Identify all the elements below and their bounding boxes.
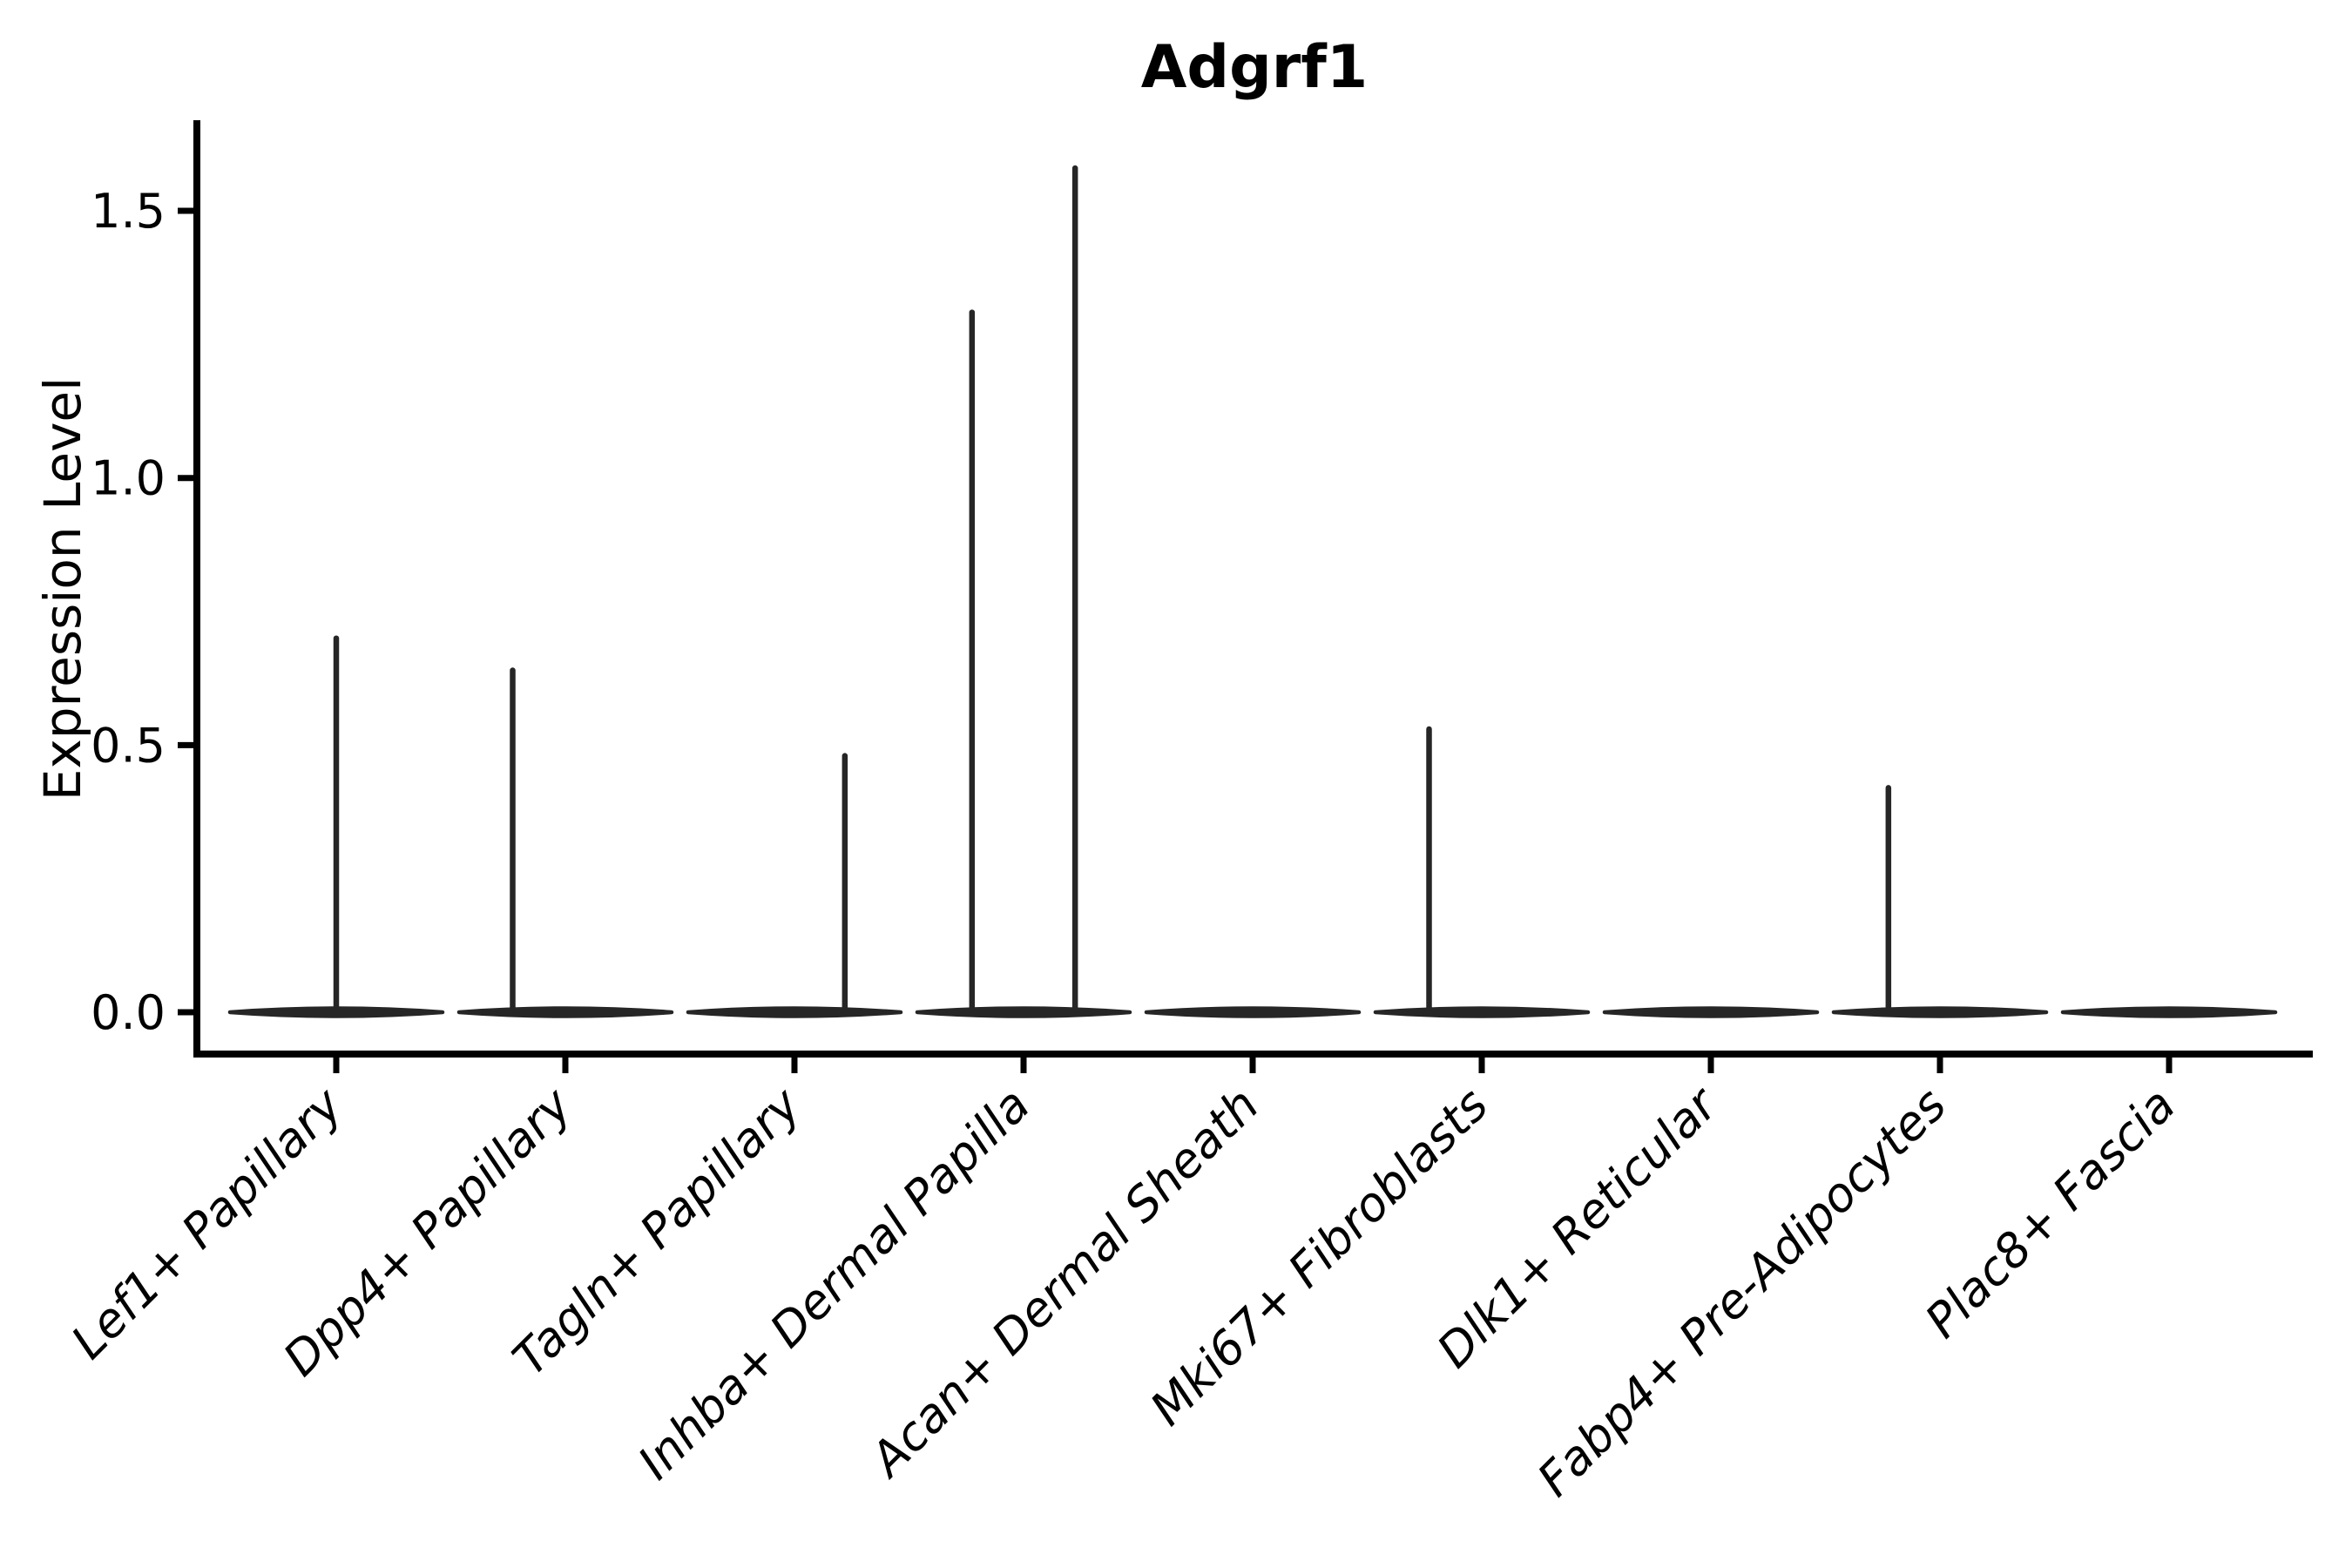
violin-base	[227, 1006, 445, 1018]
violin-dlk1-reticular	[1602, 1006, 1820, 1018]
violin-base	[1831, 1006, 2049, 1018]
violin-base	[1373, 1006, 1591, 1018]
violin-lef1-papillary	[227, 635, 445, 1018]
plot-title: Adgrf1	[1141, 33, 1368, 102]
violins-group	[227, 165, 2278, 1018]
violin-inhba-dermal-papilla	[915, 165, 1132, 1018]
y-tick-label: 0.0	[91, 985, 166, 1040]
y-tick-label: 1.0	[91, 451, 166, 506]
violin-dpp4-papillary	[456, 667, 674, 1018]
violin-base	[456, 1006, 674, 1018]
y-tick-label: 0.5	[91, 718, 166, 773]
violin-base	[686, 1006, 903, 1018]
y-tick-label: 1.5	[91, 184, 166, 239]
x-tick-label-acan-dermal-sheath: Acan+ Dermal Sheath	[858, 1078, 1269, 1489]
violin-tagln-papillary	[686, 753, 903, 1018]
violin-mki67-fibroblasts	[1373, 726, 1591, 1018]
x-tick-label-fabp4-pre-adipocytes: Fabp4+ Pre-Adipocytes	[1527, 1078, 1957, 1507]
violin-plac8-fascia	[2060, 1006, 2278, 1018]
x-tick-label-plac8-fascia: Plac8+ Fascia	[1915, 1078, 2186, 1348]
x-tick-label-inhba-dermal-papilla: Inhba+ Dermal Papilla	[627, 1078, 1040, 1490]
violin-base	[2060, 1006, 2278, 1018]
y-axis-label: Expression Level	[33, 377, 92, 801]
violin-base	[915, 1006, 1132, 1018]
violin-fabp4-pre-adipocytes	[1831, 785, 2049, 1018]
violin-base	[1602, 1006, 1820, 1018]
violin-acan-dermal-sheath	[1144, 1006, 1362, 1018]
y-axis-ticks-group: 0.0 0.5 1.0 1.5	[91, 184, 197, 1040]
violin-base	[1144, 1006, 1362, 1018]
